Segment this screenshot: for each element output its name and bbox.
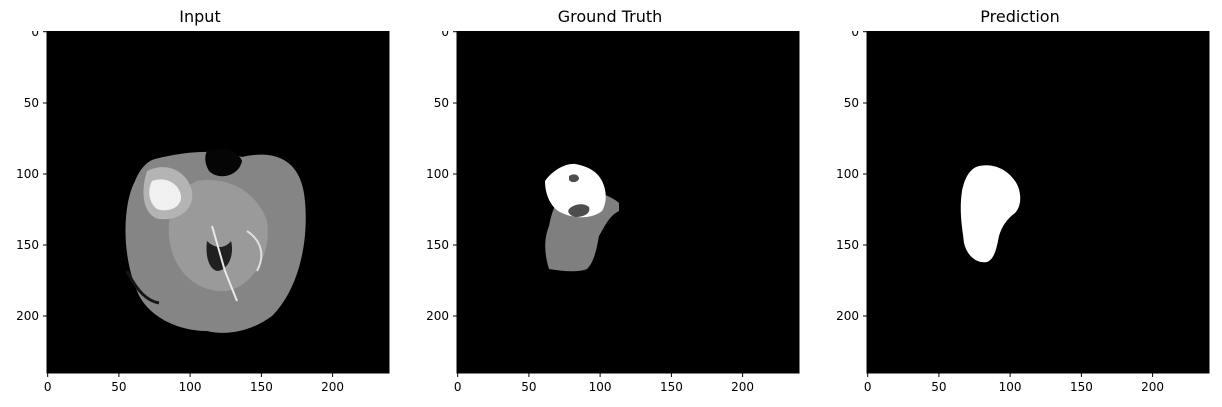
prediction-x-tick: 100 xyxy=(999,380,1022,394)
ground-truth-x-tick: 100 xyxy=(589,380,612,394)
input-x-tick: 0 xyxy=(44,380,52,394)
input-y-tick: 50 xyxy=(24,96,39,110)
ground-truth-panel: Ground Truth 0 50 100 150 200 xyxy=(410,0,810,407)
input-x-tick: 100 xyxy=(179,380,202,394)
ground-truth-y-tick: 150 xyxy=(426,238,449,252)
prediction-y-tick: 100 xyxy=(836,167,859,181)
segmentation-mask xyxy=(545,163,619,272)
input-y-tick: 200 xyxy=(16,309,39,323)
input-plot: 0 50 100 150 200 0 50 100 150 200 xyxy=(16,31,390,394)
input-x-tick: 200 xyxy=(321,380,344,394)
prediction-panel: Prediction 0 50 100 150 200 0 50 100 xyxy=(820,0,1220,407)
prediction-y-axis: 0 50 100 150 200 xyxy=(836,31,867,323)
prediction-x-tick: 200 xyxy=(1141,380,1164,394)
prediction-x-tick: 0 xyxy=(864,380,872,394)
prediction-y-tick: 0 xyxy=(851,31,859,39)
ground-truth-x-tick: 0 xyxy=(454,380,462,394)
brain-slice xyxy=(125,148,306,333)
input-x-axis: 0 50 100 150 200 xyxy=(44,373,344,394)
ground-truth-y-tick: 200 xyxy=(426,309,449,323)
input-y-tick: 100 xyxy=(16,167,39,181)
ground-truth-y-tick: 50 xyxy=(434,96,449,110)
ground-truth-plot: 0 50 100 150 200 0 50 100 150 200 xyxy=(426,31,800,394)
ground-truth-y-tick: 0 xyxy=(441,31,449,39)
input-y-axis: 0 50 100 150 200 xyxy=(16,31,47,323)
input-x-tick: 50 xyxy=(111,380,126,394)
ground-truth-x-tick: 200 xyxy=(731,380,754,394)
ground-truth-title: Ground Truth xyxy=(557,7,663,26)
prediction-x-tick: 50 xyxy=(931,380,946,394)
prediction-title: Prediction xyxy=(980,7,1060,26)
prediction-mask xyxy=(960,165,1021,263)
prediction-x-tick: 150 xyxy=(1070,380,1093,394)
prediction-image-frame xyxy=(867,31,1209,373)
ground-truth-y-tick: 100 xyxy=(426,167,449,181)
input-y-tick: 150 xyxy=(16,238,39,252)
input-panel: Input 0 50 100 xyxy=(0,0,400,407)
input-title: Input xyxy=(179,7,221,26)
prediction-y-tick: 200 xyxy=(836,309,859,323)
ground-truth-image-frame xyxy=(457,31,799,373)
prediction-x-axis: 0 50 100 150 200 xyxy=(864,373,1164,394)
input-y-tick: 0 xyxy=(31,31,39,39)
ground-truth-x-axis: 0 50 100 150 200 xyxy=(454,373,754,394)
prediction-plot: 0 50 100 150 200 0 50 100 150 200 xyxy=(836,31,1210,394)
ground-truth-x-tick: 50 xyxy=(521,380,536,394)
input-x-tick: 150 xyxy=(250,380,273,394)
prediction-y-tick: 150 xyxy=(836,238,859,252)
ground-truth-y-axis: 0 50 100 150 200 xyxy=(426,31,457,323)
ground-truth-x-tick: 150 xyxy=(660,380,683,394)
prediction-y-tick: 50 xyxy=(844,96,859,110)
